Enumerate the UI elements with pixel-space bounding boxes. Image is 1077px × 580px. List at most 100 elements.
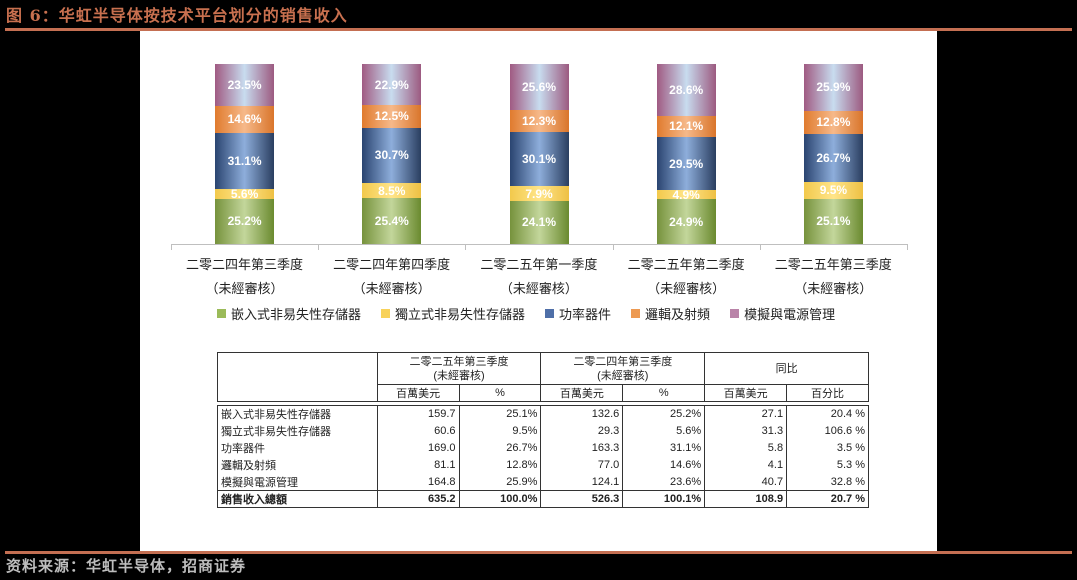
bar-segment: 30.7% [362, 127, 422, 183]
bar-segment: 28.6% [656, 64, 716, 116]
x-axis-tick [907, 244, 908, 250]
table-cell: 25.1% [458, 405, 542, 423]
table-cell: 20.4 % [786, 405, 869, 423]
table-cell: 31.3 [704, 422, 788, 440]
table-cell: 40.7 [704, 473, 788, 491]
table-cell: 163.3 [540, 439, 624, 457]
legend-item: 嵌入式非易失性存儲器 [217, 304, 361, 323]
group-header-line2: (未經審核) [433, 369, 485, 382]
table-cell: 25.2% [622, 405, 706, 423]
legend-swatch-icon [730, 309, 740, 318]
bar-segment: 8.5% [362, 182, 422, 199]
subheader: 百萬美元 [540, 384, 624, 402]
x-axis-tick [465, 244, 467, 250]
row-label: 銷售收入總額 [217, 490, 378, 508]
bar-segment: 24.1% [509, 200, 569, 244]
x-label-line1: 二零二五年第一季度 [480, 258, 598, 273]
table-row: 模擬與電源管理 164.8 25.9% 124.1 23.6% 40.7 32.8 % [217, 473, 869, 491]
figure-panel: 25.2% 5.6% 31.1% 14.6% 23.5% 二零二四年第三季度 （未經審核） 2… [140, 31, 937, 551]
x-label-line1: 二零二四年第四季度 [333, 258, 451, 273]
data-label: 7.9% [525, 186, 553, 201]
bar-segment: 24.9% [656, 199, 716, 244]
figure-title: 图 6：华虹半导体按技术平台划分的销售收入 [6, 6, 348, 25]
x-label-line1: 二零二五年第二季度 [627, 258, 745, 273]
data-label: 25.2% [227, 214, 262, 229]
table-cell: 32.8 % [786, 473, 869, 491]
data-label: 12.5% [374, 109, 409, 124]
data-label: 12.3% [521, 114, 557, 129]
bar-segment: 12.1% [656, 115, 716, 138]
table-cell: 124.1 [540, 473, 624, 491]
bar-segment: 14.6% [215, 106, 275, 133]
legend-item: 獨立式非易失性存儲器 [381, 304, 525, 323]
table-cell: 5.6% [622, 422, 706, 440]
table-cell: 27.1 [704, 405, 788, 423]
group-header-line2: (未經審核) [597, 369, 649, 382]
stacked-bar-chart: 25.2% 5.6% 31.1% 14.6% 23.5% 二零二四年第三季度 （未經審核） 2… [140, 31, 937, 331]
group-header-line1: 同比 [775, 362, 798, 375]
stacked-bar: 25.4% 8.5% 30.7% 12.5% 22.9% [362, 64, 422, 244]
table-total-row: 銷售收入總額 635.2 100.0% 526.3 100.1% 108.9 20.7 % [217, 490, 869, 508]
data-label: 12.1% [669, 119, 704, 134]
legend-label: 功率器件 [559, 308, 612, 323]
group-header-2024q3: 二零二四年第三季度 (未經審核) [540, 352, 706, 385]
bar-segment: 30.1% [509, 132, 569, 187]
data-label: 9.5% [819, 183, 848, 198]
legend-label: 嵌入式非易失性存儲器 [231, 308, 362, 323]
data-label: 8.5% [378, 183, 406, 198]
table-cell: 106.6 % [786, 422, 869, 440]
table-corner [217, 352, 378, 402]
x-label-line1: 二零二五年第三季度 [774, 258, 892, 273]
table-cell: 31.1% [622, 439, 706, 457]
group-header-yoy: 同比 [704, 352, 869, 385]
bar-segment: 25.1% [803, 198, 863, 244]
subheader: 百萬美元 [704, 384, 788, 402]
legend-label: 獨立式非易失性存儲器 [395, 308, 526, 323]
table-row: 功率器件 169.0 26.7% 163.3 31.1% 5.8 3.5 % [217, 439, 869, 457]
table-cell: 29.3 [540, 422, 624, 440]
bar-segment: 9.5% [803, 181, 863, 199]
data-label: 4.9% [672, 187, 700, 202]
stacked-bar: 24.1% 7.9% 30.1% 12.3% 25.6% [509, 64, 569, 244]
table-cell: 14.6% [622, 456, 706, 474]
table-cell: 100.1% [622, 490, 706, 508]
data-label: 24.9% [669, 214, 704, 229]
x-axis-label: 二零二五年第三季度 （未經審核） [760, 257, 907, 299]
x-label-line2: （未經審核） [205, 282, 284, 297]
table-cell: 526.3 [540, 490, 624, 508]
data-label: 29.5% [669, 156, 704, 171]
group-header-line1: 二零二五年第三季度 [409, 355, 509, 368]
table-cell: 5.3 % [786, 456, 869, 474]
table-cell: 132.6 [540, 405, 624, 423]
x-label-line2: （未經審核） [352, 282, 431, 297]
row-label: 邏輯及射頻 [217, 456, 378, 474]
legend-swatch-icon [631, 309, 641, 318]
row-label: 功率器件 [217, 439, 378, 457]
data-label: 25.1% [816, 214, 851, 229]
table-cell: 9.5% [458, 422, 542, 440]
data-label: 25.4% [374, 214, 409, 229]
data-label: 14.6% [227, 112, 262, 127]
table-cell: 25.9% [458, 473, 542, 491]
table-row: 邏輯及射頻 81.1 12.8% 77.0 14.6% 4.1 5.3 % [217, 456, 869, 474]
data-label: 25.9% [816, 80, 851, 95]
x-axis-label: 二零二五年第二季度 （未經審核） [613, 257, 760, 299]
source-rule [5, 551, 1072, 554]
stacked-bar: 24.9% 4.9% 29.5% 12.1% 28.6% [656, 64, 716, 244]
legend-swatch-icon [217, 309, 226, 318]
row-label: 嵌入式非易失性存儲器 [217, 405, 378, 423]
revenue-table: 二零二五年第三季度 (未經審核) 二零二四年第三季度 (未經審核) 同比 百萬美… [217, 352, 869, 508]
x-axis-label: 二零二四年第三季度 （未經審核） [171, 257, 318, 299]
data-label: 30.7% [374, 148, 409, 163]
bar-segment: 12.3% [509, 110, 569, 133]
subheader: 百萬美元 [376, 384, 460, 402]
data-label: 5.6% [230, 186, 259, 201]
bar-segment: 25.9% [803, 64, 863, 111]
bar-segment: 25.6% [509, 64, 569, 111]
bar-segment: 5.6% [215, 186, 275, 201]
table-cell: 159.7 [376, 405, 460, 423]
bar-segment: 29.5% [656, 137, 716, 191]
row-label: 獨立式非易失性存儲器 [217, 422, 378, 440]
stacked-bar: 25.1% 9.5% 26.7% 12.8% 25.9% [803, 64, 863, 244]
legend-item: 模擬與電源管理 [730, 304, 835, 323]
